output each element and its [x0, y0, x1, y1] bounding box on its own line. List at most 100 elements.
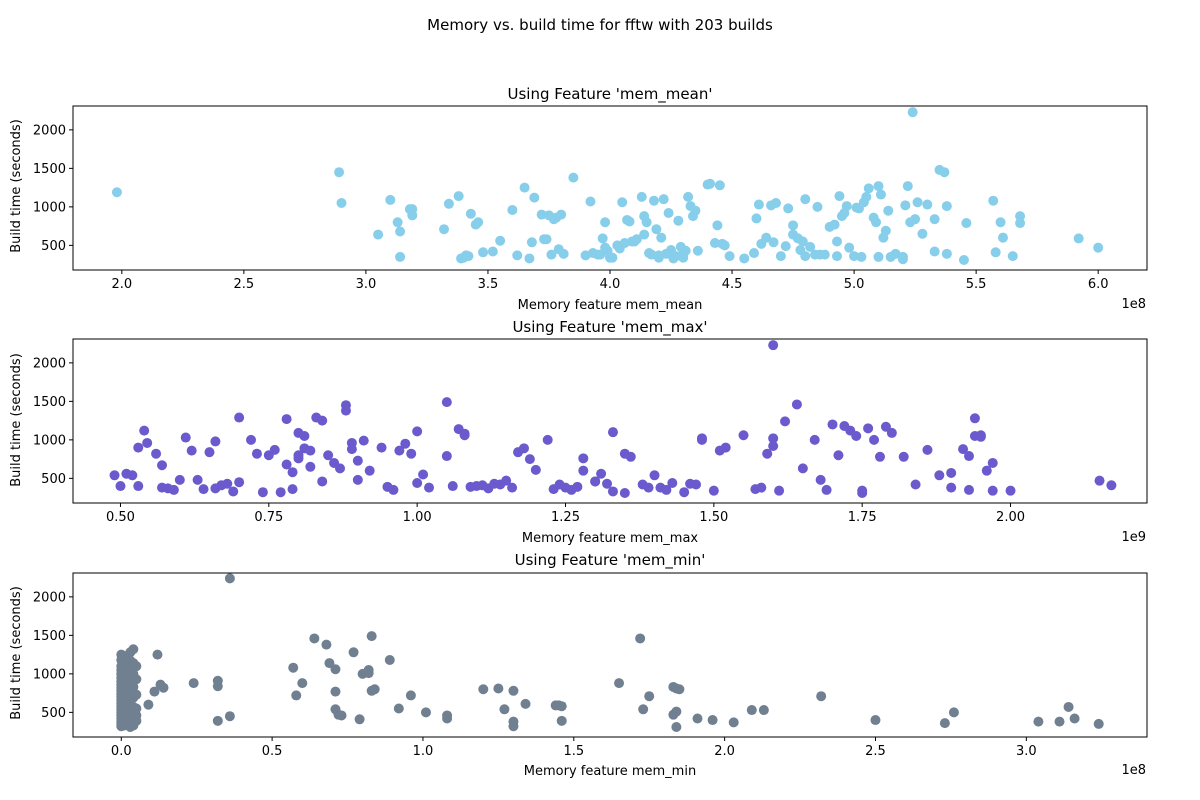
- data-point: [536, 209, 547, 220]
- data-point: [819, 249, 830, 260]
- data-point: [363, 668, 374, 679]
- y-tick-label: 1000: [33, 667, 66, 682]
- data-point: [898, 451, 909, 462]
- y-tick-label: 500: [41, 472, 66, 487]
- data-point: [780, 241, 791, 252]
- data-point: [393, 703, 404, 714]
- data-point: [844, 242, 855, 253]
- data-point: [305, 461, 316, 472]
- data-point: [384, 655, 395, 666]
- data-point: [541, 234, 552, 245]
- data-point: [317, 476, 328, 487]
- data-point: [299, 431, 310, 442]
- data-point: [109, 470, 120, 481]
- data-point: [542, 434, 553, 445]
- data-point: [797, 236, 808, 247]
- data-point: [424, 482, 435, 493]
- plot-area: [72, 338, 1148, 504]
- data-point: [651, 224, 662, 235]
- x-tick-label: 2.5: [234, 277, 255, 292]
- data-point: [969, 413, 980, 424]
- x-tick-label: 1.75: [848, 510, 877, 525]
- data-point: [1015, 218, 1026, 229]
- data-point: [768, 441, 779, 452]
- data-point: [453, 191, 464, 202]
- data-point: [324, 658, 335, 669]
- x-offset-label: 1e8: [1121, 763, 1146, 778]
- data-point: [939, 718, 950, 729]
- data-point: [827, 419, 838, 430]
- data-point: [1106, 480, 1117, 491]
- data-point: [607, 486, 618, 497]
- data-point: [958, 254, 969, 265]
- data-point: [1054, 716, 1065, 727]
- data-point: [800, 251, 811, 262]
- data-point: [922, 199, 933, 210]
- data-point: [631, 234, 642, 245]
- plot-area: [72, 572, 1148, 738]
- data-point: [1015, 211, 1026, 222]
- data-point: [520, 698, 531, 709]
- data-point: [834, 191, 845, 202]
- data-point: [595, 249, 606, 260]
- data-point: [600, 217, 611, 228]
- data-point: [749, 248, 760, 259]
- data-point: [907, 107, 918, 118]
- data-point: [788, 220, 799, 231]
- x-axis-label: Memory feature mem_max: [522, 531, 699, 546]
- data-point: [330, 664, 341, 675]
- data-point: [131, 715, 142, 726]
- data-point: [257, 487, 268, 498]
- data-point: [463, 251, 474, 262]
- data-point: [585, 196, 596, 207]
- data-point: [929, 214, 940, 225]
- data-point: [832, 251, 843, 262]
- data-point: [738, 430, 749, 441]
- data-point: [507, 204, 518, 215]
- data-point: [963, 451, 974, 462]
- data-point: [783, 203, 794, 214]
- x-tick-label: 1.25: [551, 510, 580, 525]
- data-point: [861, 191, 872, 202]
- y-axis-label: Build time (seconds): [9, 119, 24, 253]
- data-point: [987, 485, 998, 496]
- x-tick-label: 5.5: [966, 277, 987, 292]
- data-point: [459, 430, 470, 441]
- data-point: [447, 481, 458, 492]
- data-point: [990, 247, 1001, 258]
- data-point: [352, 474, 363, 485]
- data-point: [602, 478, 613, 489]
- data-point: [228, 486, 239, 497]
- data-point: [420, 707, 431, 718]
- data-point: [929, 246, 940, 257]
- data-point: [418, 469, 429, 480]
- data-point: [441, 397, 452, 408]
- data-point: [683, 191, 694, 202]
- data-point: [791, 399, 802, 410]
- data-point: [309, 633, 320, 644]
- subplot-title: Using Feature 'mem_max': [512, 318, 707, 337]
- data-point: [641, 217, 652, 228]
- data-point: [501, 475, 512, 486]
- data-point: [281, 459, 292, 470]
- data-point: [809, 434, 820, 445]
- data-point: [406, 448, 417, 459]
- subplot-title: Using Feature 'mem_min': [515, 551, 706, 570]
- data-point: [405, 690, 416, 701]
- data-point: [821, 484, 832, 495]
- data-point: [597, 233, 608, 244]
- data-point: [334, 167, 345, 178]
- data-point: [639, 229, 650, 240]
- data-point: [648, 195, 659, 206]
- data-point: [841, 201, 852, 212]
- data-point: [321, 639, 332, 650]
- data-point: [323, 450, 334, 461]
- data-point: [756, 482, 767, 493]
- data-point: [385, 194, 396, 205]
- data-point: [1094, 475, 1105, 486]
- data-point: [212, 715, 223, 726]
- data-point: [912, 197, 923, 208]
- data-point: [638, 704, 649, 715]
- data-point: [625, 451, 636, 462]
